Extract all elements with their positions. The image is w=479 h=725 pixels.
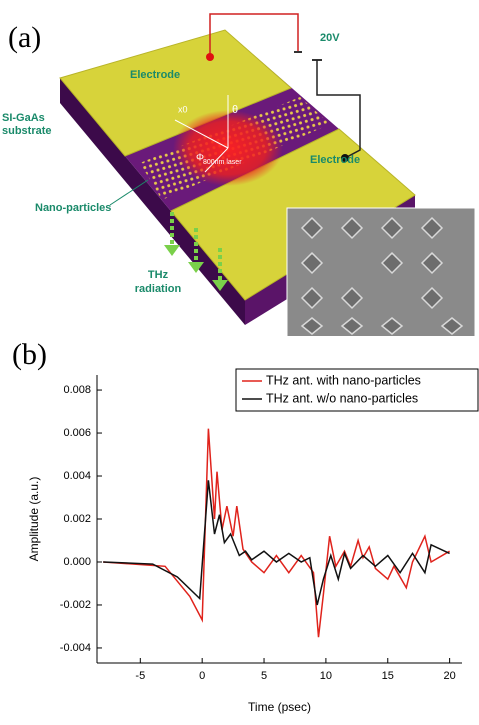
y-tick-label: -0.002 [60,599,91,611]
electrode [59,29,292,157]
x-tick-label: 5 [261,670,267,682]
laser-label: 800nm laser [203,159,242,166]
thz-arrows [170,212,222,280]
y-tick-label: 0.002 [63,513,91,525]
substrate-label: SI-GaAs substrate [2,112,52,137]
x0-label: x0 [178,104,188,114]
y-axis-label: Amplitude (a.u.) [27,477,41,562]
sem-footer [287,336,475,350]
y-tick-label: 0.004 [63,470,91,482]
nano-label: Nano-particles [35,202,111,214]
plot: -0.004 -0.002 0.000 0.002 0.004 0.006 0.008 -5 0… [27,368,479,714]
contact [206,53,214,61]
panel-label: (a) [8,21,41,54]
contact [341,154,349,162]
legend-label: THz ant. with nano-particles [266,373,421,387]
x-tick-label: 0 [199,670,205,682]
phi-label: Φ [196,153,204,164]
y-tick-label: 0.000 [63,556,91,568]
voltage-label: 20V [320,32,340,44]
substrate-label-box: SI-GaAs substrate [2,112,52,137]
series-line [103,480,450,606]
arrow-heads [164,245,228,291]
panel-label: (b) [12,338,47,371]
axis-line [174,119,229,149]
x-tick-label: -5 [135,670,145,682]
legend-box [235,368,479,412]
wire [209,13,299,57]
y-tick-label: 0.008 [63,384,91,396]
y-tick-label: 0.006 [63,427,91,439]
radiation-label-box: THz radiation [134,269,182,295]
x-tick-label: 20 [444,670,456,682]
electrode-label: Electrode [130,69,180,81]
x-tick-label: 15 [382,670,394,682]
sem-particles [300,216,464,335]
pointer [109,179,149,206]
axis-line [204,147,229,173]
x-tick-label: 10 [320,670,332,682]
series-line [103,428,450,638]
electrode-label: Electrode [310,154,360,166]
x-axis-label: Time (psec) [248,700,311,714]
theta-label: θ [232,104,238,116]
legend-label: THz ant. w/o nano-particles [266,391,418,405]
radiation-label: THz radiation [134,269,182,295]
wire [316,60,361,159]
y-tick-label: -0.004 [60,642,91,654]
